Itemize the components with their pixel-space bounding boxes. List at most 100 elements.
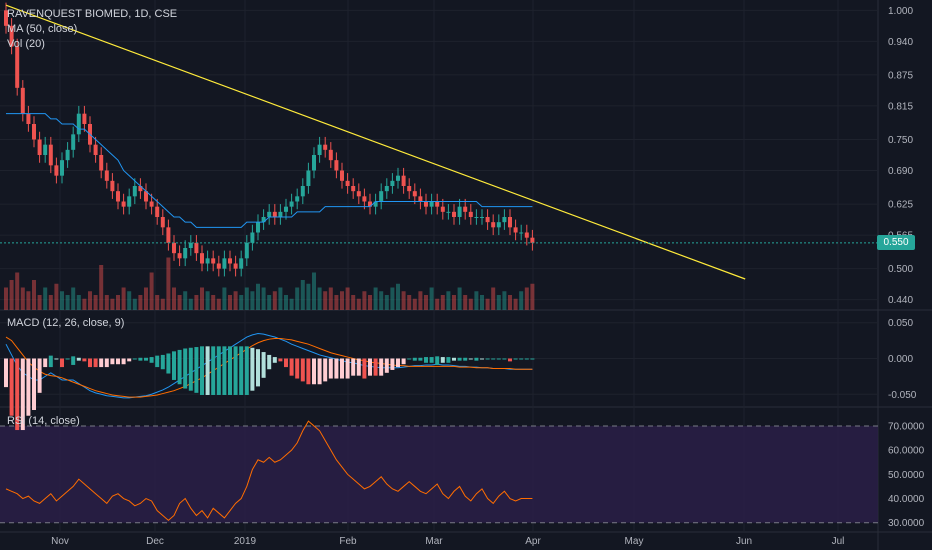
candle-body (177, 253, 182, 259)
candle-body (200, 253, 204, 264)
volume-bar (384, 295, 389, 310)
candle-body (43, 144, 48, 155)
rsi-band (0, 425, 878, 524)
volume-legend[interactable]: Vol (20) (7, 38, 45, 50)
volume-bar (284, 295, 288, 310)
candle-body (340, 170, 344, 181)
macd-histogram-bar (239, 346, 244, 395)
volume-bar (334, 295, 339, 310)
volume-bar (144, 287, 148, 310)
macd-histogram-bar (356, 358, 361, 376)
candle-body (284, 206, 288, 212)
volume-bar (127, 291, 132, 310)
candle-body (172, 242, 176, 254)
macd-histogram-bar (284, 358, 288, 368)
macd-histogram-bar (502, 358, 507, 360)
macd-histogram-bar (384, 358, 389, 373)
price-tick-label: 0.815 (888, 101, 913, 112)
candle-body (54, 165, 59, 176)
candle-body (116, 191, 120, 202)
rsi-legend-box: RSI (14, close) (7, 414, 80, 429)
macd-histogram-bar (401, 358, 406, 365)
volume-bar (4, 287, 8, 310)
candle-body (328, 149, 333, 161)
candle-body (508, 217, 512, 228)
candle-body (452, 211, 456, 217)
macd-histogram-bar (256, 349, 260, 387)
symbol-title[interactable]: RAVENQUEST BIOMED, 1D, CSE (7, 8, 178, 20)
candle-body (26, 113, 31, 124)
volume-bar (272, 291, 277, 310)
macd-histogram-bar (200, 346, 204, 395)
volume-bar (155, 295, 160, 310)
candle-body (138, 186, 143, 192)
macd-histogram-bar (116, 358, 120, 365)
macd-histogram-bar (396, 358, 400, 368)
candle-body (390, 180, 395, 186)
volume-bar (149, 272, 154, 310)
volume-bar (110, 298, 115, 310)
volume-bar (65, 295, 70, 310)
volume-bar (452, 295, 456, 310)
macd-histogram-bar (43, 358, 48, 368)
volume-bar (480, 295, 484, 310)
macd-histogram-bar (222, 346, 227, 395)
candle-body (20, 87, 25, 114)
x-tick-label: Dec (146, 536, 164, 547)
macd-histogram-bar (138, 357, 143, 361)
macd-tick-label: -0.050 (888, 390, 917, 401)
volume-bar (267, 295, 272, 310)
candle-body (76, 113, 81, 135)
macd-histogram-bar (60, 358, 64, 368)
candle-body (211, 258, 216, 264)
macd-line (5, 332, 533, 399)
macd-histogram-bar (132, 358, 137, 360)
candle-body (524, 232, 529, 238)
volume-bar (211, 295, 216, 310)
macd-histogram-bar (76, 357, 81, 361)
macd-histogram-bar (491, 358, 496, 360)
macd-histogram-bar (340, 358, 344, 379)
axes: 1.0000.9400.8750.8150.7500.6900.6250.565… (51, 6, 924, 547)
rsi-legend[interactable]: RSI (14, close) (7, 415, 80, 427)
macd-histogram-bar (452, 357, 456, 361)
macd-legend[interactable]: MACD (12, 26, close, 9) (7, 317, 125, 329)
candle-body (412, 191, 417, 197)
macd-histogram-bar (172, 351, 176, 380)
x-tick-label: Jul (832, 536, 845, 547)
macd-histogram-bar (508, 358, 512, 362)
macd-histogram-bar (32, 358, 36, 411)
volume-bar (26, 291, 31, 310)
volume-bar (502, 291, 507, 310)
volume-bar (463, 295, 468, 310)
macd-histogram-bar (183, 348, 188, 389)
macd-histogram-bar (88, 358, 92, 368)
macd-histogram-bar (194, 347, 199, 393)
volume-bar (132, 298, 137, 310)
macd-histogram-bar (530, 358, 535, 360)
candle-body (485, 217, 490, 223)
volume-bar (205, 291, 210, 310)
candle-body (424, 201, 428, 207)
indicator-lines (0, 4, 878, 521)
volume-bars (4, 257, 535, 310)
macd-histogram-bar (418, 357, 423, 361)
candle-body (440, 206, 445, 212)
volume-bar (474, 291, 479, 310)
macd-histogram-bar (334, 358, 339, 379)
macd-histogram-bar (390, 358, 395, 370)
volume-bar (340, 291, 344, 310)
trendline (5, 4, 746, 280)
rsi-band-fill (0, 425, 878, 523)
candle-body (480, 217, 484, 218)
volume-bar (418, 291, 423, 310)
x-tick-label: Apr (525, 536, 541, 547)
candle-body (407, 186, 412, 192)
ma-legend[interactable]: MA (50, close) (7, 23, 78, 35)
macd-histogram-bar (37, 358, 42, 393)
candle-body (82, 113, 87, 124)
volume-bar (228, 295, 232, 310)
macd-histogram-bar (435, 356, 440, 365)
candle-body (530, 237, 535, 243)
